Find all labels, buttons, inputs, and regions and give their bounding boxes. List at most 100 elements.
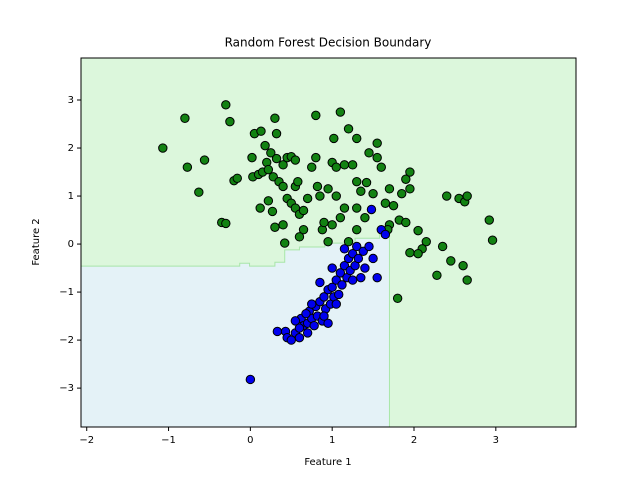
point — [335, 212, 346, 223]
x-tick-label: 1 — [329, 435, 335, 446]
point — [388, 200, 399, 211]
point — [266, 148, 276, 158]
point — [405, 167, 415, 177]
point — [221, 218, 231, 229]
point — [356, 272, 366, 283]
point — [331, 191, 341, 201]
point — [311, 152, 321, 163]
y-tick-label: −1 — [59, 287, 74, 298]
point — [272, 326, 283, 337]
plot-frame — [80, 57, 577, 428]
point — [360, 212, 370, 223]
point — [334, 289, 344, 300]
point — [329, 133, 339, 144]
point — [413, 248, 423, 259]
point — [294, 323, 305, 333]
point — [315, 191, 325, 201]
point — [331, 162, 341, 172]
point — [270, 113, 280, 123]
point — [199, 155, 210, 165]
y-tick-label: −2 — [59, 335, 74, 346]
point — [347, 275, 358, 285]
x-tick-label: 0 — [247, 435, 253, 446]
point — [366, 204, 377, 215]
point — [339, 203, 350, 213]
point — [405, 248, 415, 258]
point — [384, 184, 395, 194]
point — [343, 236, 354, 247]
point — [401, 174, 411, 184]
point — [421, 236, 431, 247]
point — [255, 203, 265, 213]
point — [347, 160, 358, 170]
point — [335, 268, 346, 278]
point — [293, 176, 303, 187]
point — [352, 241, 362, 252]
point — [298, 224, 309, 235]
x-axis-label: Feature 1 — [304, 457, 351, 468]
point — [280, 238, 290, 248]
point — [458, 260, 468, 271]
x-tick-label: −2 — [79, 435, 94, 446]
point — [194, 187, 204, 197]
point — [301, 308, 311, 319]
point — [294, 232, 305, 242]
point — [319, 311, 329, 321]
point — [290, 316, 301, 326]
point — [372, 152, 382, 163]
point — [290, 155, 301, 165]
point — [221, 100, 231, 110]
point — [360, 263, 370, 273]
point — [432, 270, 442, 280]
point — [302, 328, 313, 338]
point — [352, 203, 362, 213]
point — [327, 282, 337, 292]
point — [158, 143, 168, 153]
point — [352, 176, 362, 187]
point — [392, 293, 403, 304]
point — [267, 206, 278, 217]
point — [380, 198, 391, 208]
point — [319, 292, 329, 302]
point — [294, 332, 305, 343]
point — [335, 107, 346, 117]
point — [180, 113, 190, 123]
point — [263, 196, 274, 206]
point — [327, 263, 337, 273]
point — [405, 184, 415, 194]
point — [270, 222, 280, 232]
point — [312, 181, 323, 192]
point — [331, 299, 341, 309]
point — [278, 181, 288, 192]
point — [487, 235, 498, 245]
chart-title: Random Forest Decision Boundary — [225, 36, 432, 50]
point — [353, 253, 364, 264]
point — [361, 177, 372, 188]
y-tick-label: 0 — [68, 239, 74, 250]
x-tick-label: −1 — [161, 435, 176, 446]
point — [323, 318, 333, 328]
point — [368, 188, 378, 199]
point — [319, 217, 329, 228]
point — [356, 186, 366, 196]
point — [442, 191, 452, 201]
y-tick-label: 2 — [68, 143, 74, 154]
point — [323, 236, 333, 247]
point — [437, 241, 448, 252]
point — [315, 277, 325, 288]
point — [271, 153, 282, 164]
point — [245, 374, 256, 385]
point — [302, 193, 313, 204]
point — [364, 241, 374, 252]
point — [247, 152, 257, 163]
point — [309, 320, 319, 331]
point — [372, 138, 382, 148]
x-tick-label: 3 — [493, 435, 499, 446]
point — [323, 184, 333, 194]
point — [368, 253, 378, 264]
point — [339, 160, 350, 170]
point — [364, 148, 374, 158]
point — [327, 220, 337, 230]
x-tick-label: 2 — [411, 435, 417, 446]
